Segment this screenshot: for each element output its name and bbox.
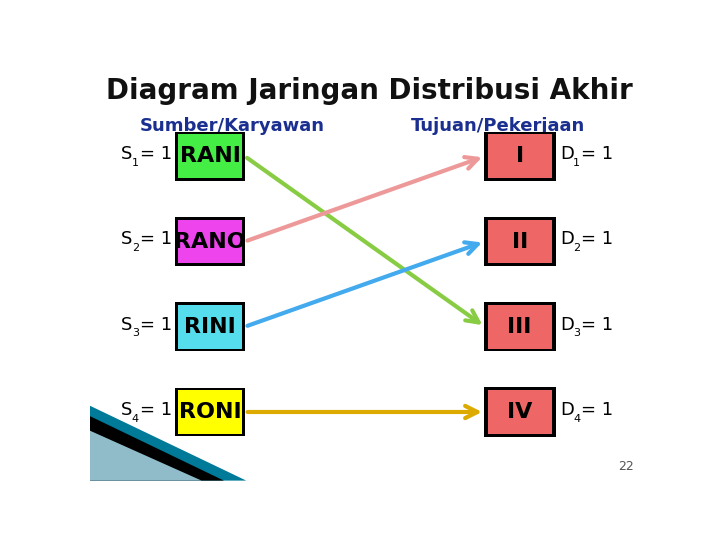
Text: = 1: = 1	[140, 231, 172, 248]
Text: D: D	[561, 145, 575, 163]
FancyBboxPatch shape	[487, 134, 552, 178]
Text: Sumber/Karyawan: Sumber/Karyawan	[140, 117, 325, 135]
Text: 22: 22	[618, 460, 634, 473]
Text: III: III	[508, 317, 532, 337]
Text: II: II	[511, 232, 528, 252]
Text: 1: 1	[132, 158, 139, 168]
FancyBboxPatch shape	[174, 388, 246, 436]
Text: S: S	[121, 145, 132, 163]
FancyBboxPatch shape	[174, 217, 246, 266]
Polygon shape	[90, 406, 246, 481]
FancyBboxPatch shape	[178, 305, 242, 349]
Text: RANI: RANI	[179, 146, 240, 166]
FancyBboxPatch shape	[484, 132, 556, 181]
Text: = 1: = 1	[581, 145, 613, 163]
FancyBboxPatch shape	[178, 390, 242, 434]
FancyBboxPatch shape	[178, 220, 242, 264]
Text: 4: 4	[132, 414, 139, 424]
FancyBboxPatch shape	[174, 302, 246, 351]
Text: D: D	[561, 401, 575, 419]
Text: 3: 3	[132, 328, 139, 339]
Text: = 1: = 1	[140, 401, 172, 419]
Text: 2: 2	[132, 243, 139, 253]
FancyBboxPatch shape	[487, 220, 552, 264]
FancyBboxPatch shape	[174, 132, 246, 180]
Polygon shape	[90, 416, 235, 481]
Text: S: S	[121, 231, 132, 248]
Text: 2: 2	[573, 243, 580, 253]
Text: RINI: RINI	[184, 317, 236, 337]
Text: = 1: = 1	[581, 401, 613, 419]
Text: 1: 1	[573, 158, 580, 168]
Text: D: D	[561, 231, 575, 248]
Text: RONI: RONI	[179, 402, 241, 422]
Text: Diagram Jaringan Distribusi Akhir: Diagram Jaringan Distribusi Akhir	[106, 77, 632, 105]
FancyBboxPatch shape	[484, 387, 556, 437]
FancyBboxPatch shape	[484, 302, 556, 352]
Text: = 1: = 1	[581, 316, 613, 334]
FancyBboxPatch shape	[487, 390, 552, 434]
FancyBboxPatch shape	[487, 305, 552, 349]
FancyBboxPatch shape	[484, 217, 556, 266]
Text: S: S	[121, 401, 132, 419]
Text: I: I	[516, 146, 523, 166]
Text: Tujuan/Pekerjaan: Tujuan/Pekerjaan	[411, 117, 585, 135]
Text: = 1: = 1	[581, 231, 613, 248]
Text: RANO: RANO	[174, 232, 246, 252]
Text: D: D	[561, 316, 575, 334]
Text: IV: IV	[507, 402, 532, 422]
FancyBboxPatch shape	[178, 134, 242, 178]
Polygon shape	[90, 431, 202, 481]
Text: S: S	[121, 316, 132, 334]
Text: = 1: = 1	[140, 316, 172, 334]
Text: 3: 3	[573, 328, 580, 339]
Text: = 1: = 1	[140, 145, 172, 163]
Text: 4: 4	[573, 414, 580, 424]
